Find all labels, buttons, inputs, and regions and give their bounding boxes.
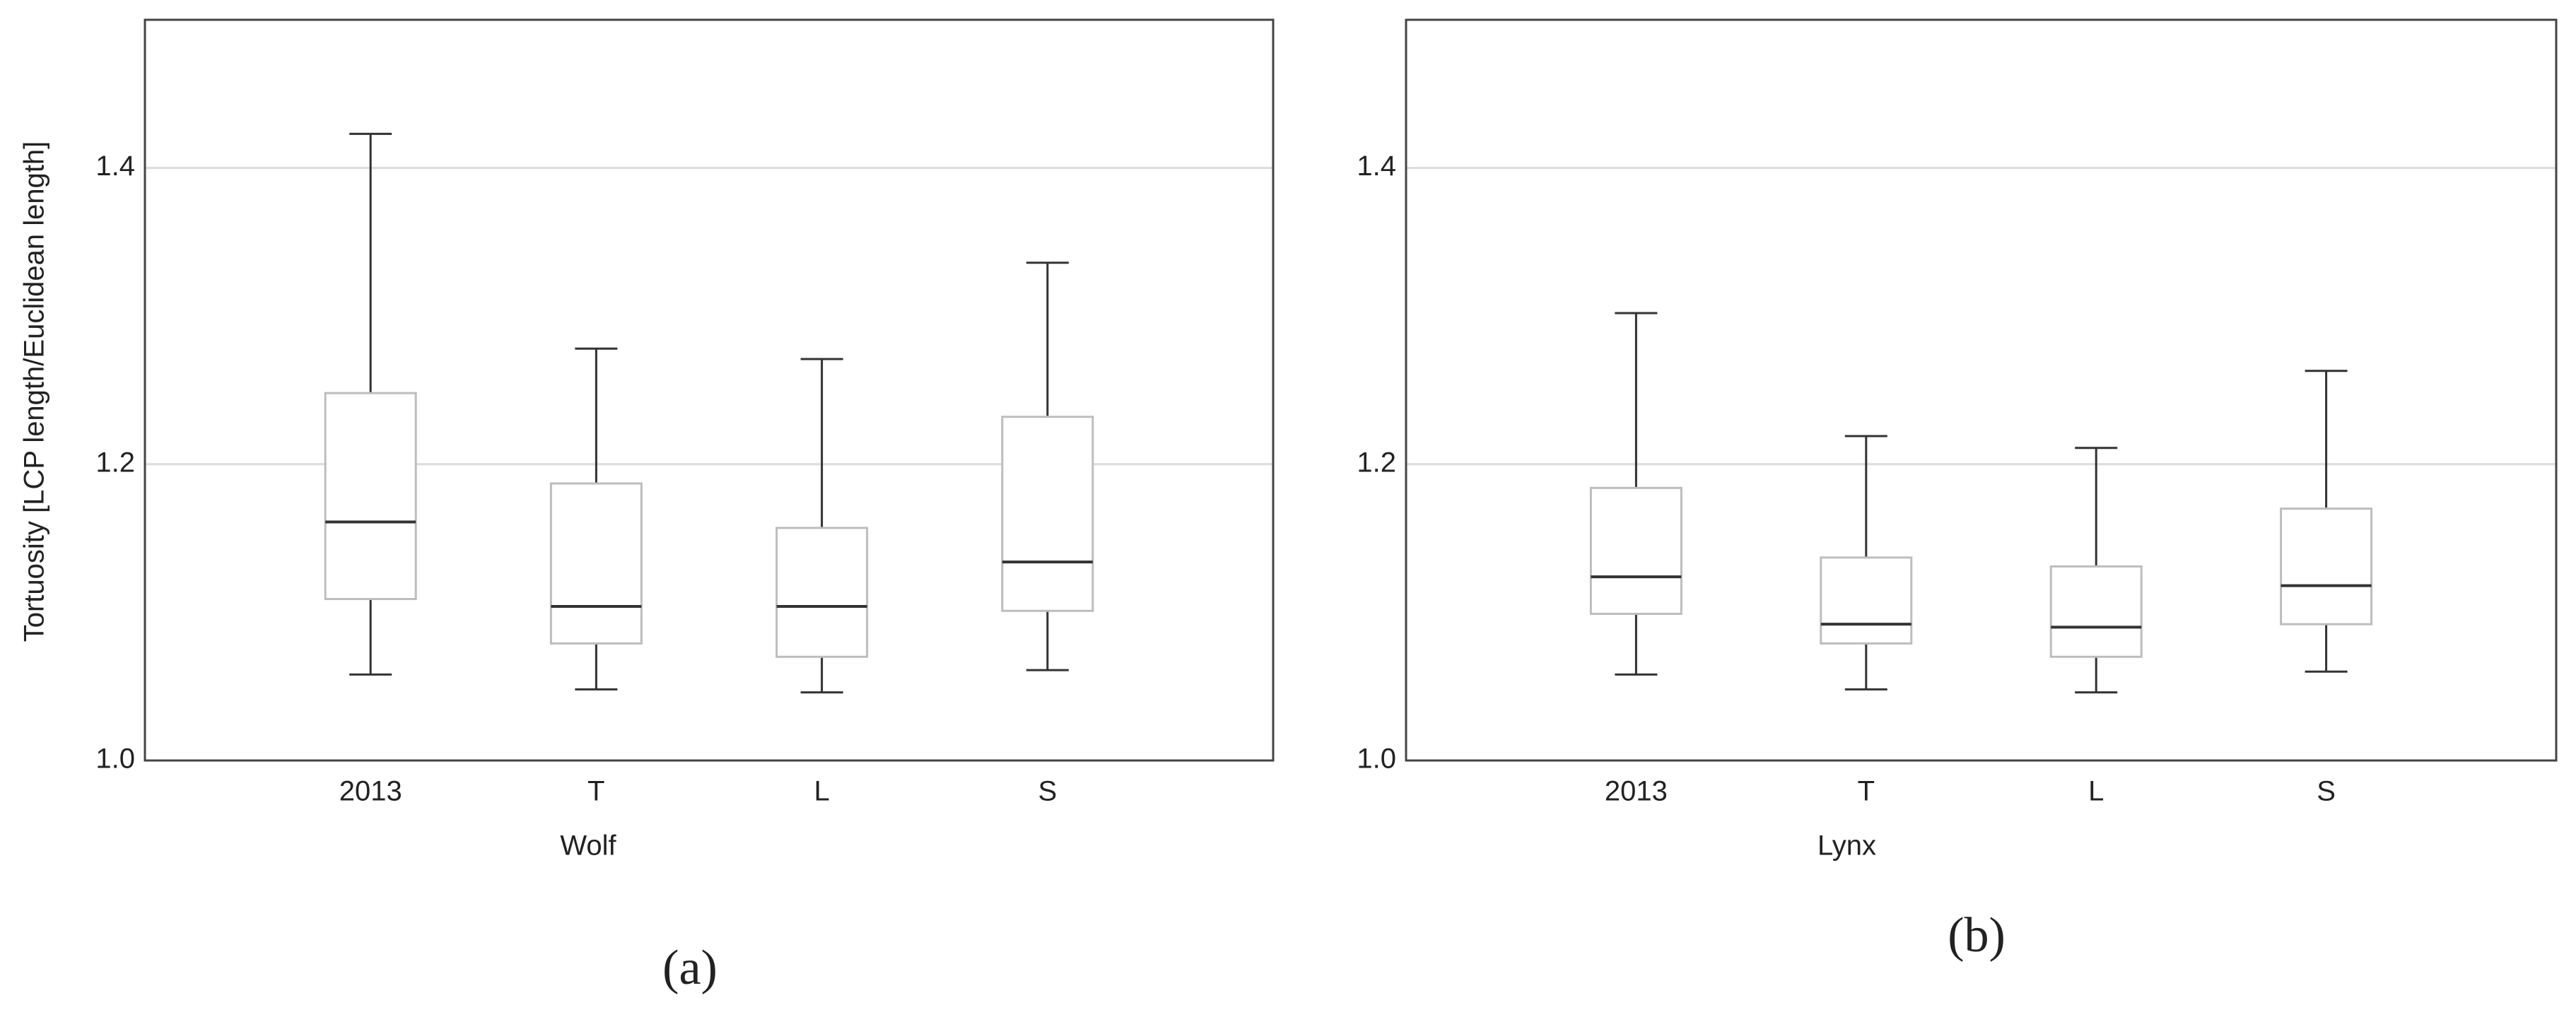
y-tick-label: 1.2 — [95, 447, 135, 478]
box — [1589, 486, 1682, 615]
panel-label: (b) — [1948, 908, 2006, 963]
plot-frame — [144, 18, 1275, 762]
box — [2280, 507, 2373, 625]
x-axis-label: Wolf — [560, 830, 616, 862]
x-tick-label: T — [1858, 776, 1875, 807]
x-tick-label: S — [1038, 776, 1057, 807]
y-tick-label: 1.0 — [95, 744, 135, 775]
box — [324, 392, 417, 601]
panel-label: (a) — [662, 941, 718, 995]
box — [1820, 556, 1913, 645]
y-axis-label: Tortuosity [LCP length/Euclidean length] — [19, 141, 50, 642]
box — [2049, 565, 2143, 658]
x-tick-label: L — [2088, 776, 2104, 807]
x-axis-label: Lynx — [1817, 830, 1876, 862]
x-tick-label: 2013 — [339, 776, 402, 807]
x-tick-label: 2013 — [1605, 776, 1668, 807]
x-tick-label: T — [587, 776, 604, 807]
y-tick-label: 1.2 — [1357, 447, 1396, 478]
y-tick-label: 1.4 — [95, 151, 135, 182]
box — [775, 527, 869, 658]
y-tick-label: 1.0 — [1357, 744, 1396, 775]
x-tick-label: S — [2317, 776, 2336, 807]
plot-frame — [1405, 18, 2558, 762]
y-tick-label: 1.4 — [1357, 151, 1396, 182]
box — [549, 482, 643, 645]
box — [1001, 416, 1094, 612]
x-tick-label: L — [814, 776, 829, 807]
